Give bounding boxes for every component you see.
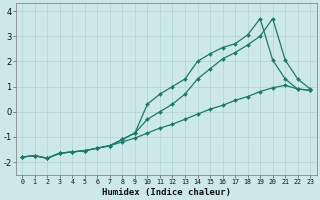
X-axis label: Humidex (Indice chaleur): Humidex (Indice chaleur) bbox=[102, 188, 231, 197]
